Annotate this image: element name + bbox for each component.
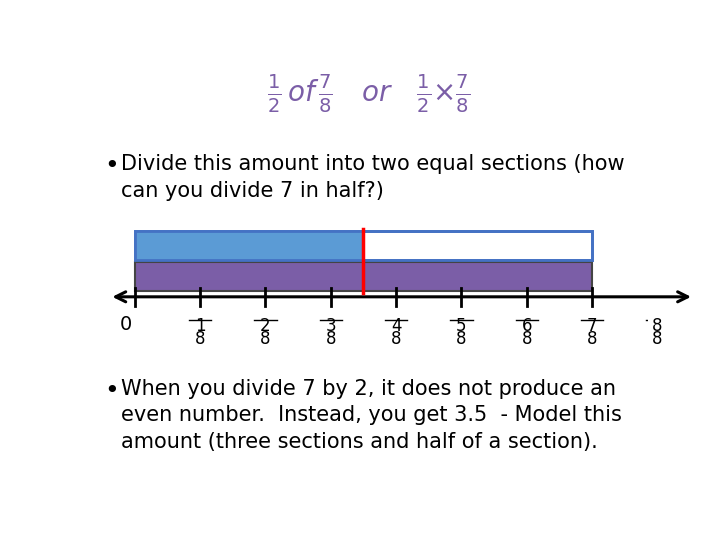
Text: 4: 4 — [391, 317, 401, 335]
Text: 8: 8 — [652, 330, 663, 348]
Text: 2: 2 — [260, 317, 271, 335]
Text: 8: 8 — [391, 330, 401, 348]
Bar — [135, 262, 593, 292]
Text: 8: 8 — [521, 330, 532, 348]
Text: •: • — [104, 154, 119, 178]
Text: 7: 7 — [587, 317, 598, 335]
Text: $\frac{1}{2}$$\,of\,\frac{7}{8}$$\quad or \quad$$\frac{1}{2}$$\times\frac{7}{8}$: $\frac{1}{2}$$\,of\,\frac{7}{8}$$\quad o… — [267, 73, 471, 115]
Text: 6: 6 — [521, 317, 532, 335]
Text: 8: 8 — [456, 330, 467, 348]
Text: 5: 5 — [456, 317, 467, 335]
Text: 0: 0 — [120, 315, 132, 334]
Bar — [135, 231, 364, 260]
Text: 8: 8 — [194, 330, 205, 348]
Text: Divide this amount into two equal sections (how
can you divide 7 in half?): Divide this amount into two equal sectio… — [121, 154, 624, 200]
Bar — [135, 231, 593, 260]
Text: 8: 8 — [260, 330, 271, 348]
Text: •: • — [104, 379, 119, 403]
Text: 8: 8 — [652, 317, 663, 335]
Text: When you divide 7 by 2, it does not produce an
even number.  Instead, you get 3.: When you divide 7 by 2, it does not prod… — [121, 379, 621, 451]
Text: 8: 8 — [325, 330, 336, 348]
Text: 1: 1 — [194, 317, 205, 335]
Bar — [135, 231, 593, 260]
Text: 3: 3 — [325, 317, 336, 335]
Text: 8: 8 — [587, 330, 598, 348]
